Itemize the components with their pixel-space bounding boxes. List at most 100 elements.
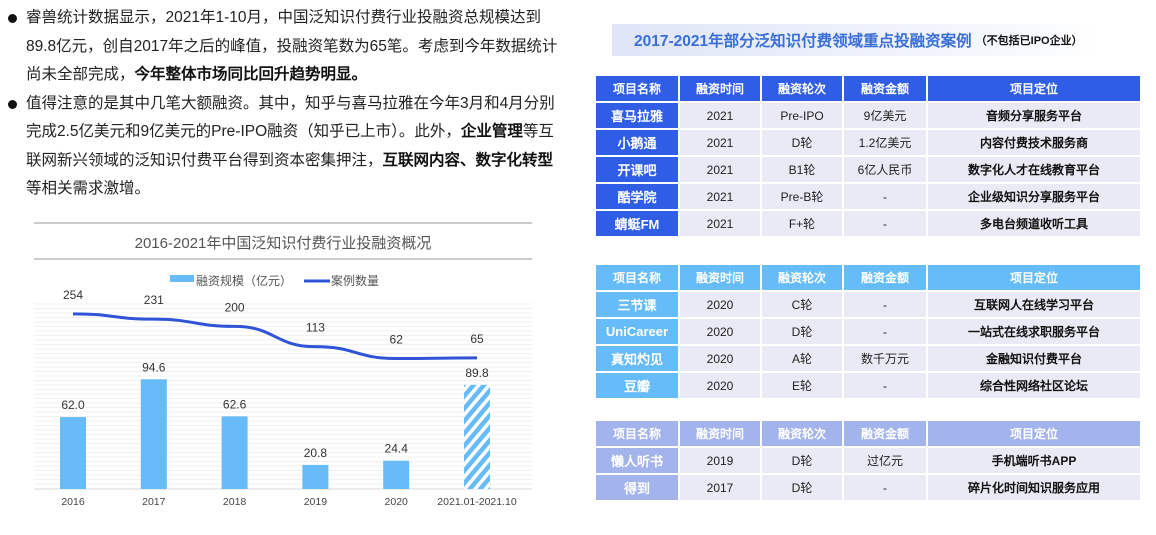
funding-year: 2021 <box>680 130 760 155</box>
column-header: 项目定位 <box>928 265 1140 290</box>
x-tick-label: 2021.01-2021.10 <box>437 496 517 508</box>
text: 等互联网新兴领域的泛知识付费平台得到资本密集押注， <box>26 123 554 169</box>
column-header: 融资金额 <box>844 265 926 290</box>
funding-amount: 数千万元 <box>844 346 926 371</box>
x-tick-label: 2016 <box>61 496 85 508</box>
project-name: 喜马拉雅 <box>596 103 678 128</box>
funding-amount: - <box>844 184 926 209</box>
bar <box>140 379 167 489</box>
funding-round: Pre-IPO <box>762 103 842 128</box>
project-name: 小鹅通 <box>596 130 678 155</box>
bold-text: 企业管理 <box>460 123 523 140</box>
funding-round: D轮 <box>762 475 842 500</box>
funding-round: Pre-B轮 <box>762 184 842 209</box>
funding-amount: - <box>844 319 926 344</box>
legend-bar-label: 融资规模（亿元） <box>196 273 292 288</box>
funding-round: B1轮 <box>762 157 842 182</box>
project-positioning: 手机端听书APP <box>928 448 1140 473</box>
funding-amount: 过亿元 <box>844 448 926 473</box>
column-header: 项目定位 <box>928 76 1140 101</box>
column-header: 项目名称 <box>596 76 678 101</box>
funding-amount: - <box>844 211 926 236</box>
bar <box>60 417 86 489</box>
funding-year: 2021 <box>680 157 760 182</box>
project-name: 开课吧 <box>596 157 678 182</box>
project-name: 蜻蜓FM <box>596 211 678 236</box>
banner-subtitle: （不包括已IPO企业） <box>975 35 1083 47</box>
funding-year: 2021 <box>680 103 760 128</box>
funding-year: 2020 <box>680 373 760 398</box>
bar <box>383 460 410 489</box>
funding-amount: - <box>844 292 926 317</box>
funding-year: 2017 <box>680 475 760 500</box>
column-header: 融资金额 <box>844 76 926 101</box>
funding-amount: 9亿美元 <box>844 103 926 128</box>
x-tick-label: 2017 <box>142 496 166 508</box>
bar-label: 24.4 <box>385 442 409 456</box>
bold-text: 今年整体市场同比回升趋势明显。 <box>134 66 368 83</box>
chart-title: 2016-2021年中国泛知识付费行业投融资概况 <box>135 235 432 252</box>
case-count-line <box>72 312 478 361</box>
project-name: 得到 <box>596 475 678 500</box>
table-row: 真知灼见 2020 A轮 数千万元 金融知识付费平台 <box>596 346 1140 371</box>
table-row: 三节课 2020 C轮 - 互联网人在线学习平台 <box>596 292 1140 317</box>
bar-label: 20.8 <box>304 446 328 460</box>
table-row: 喜马拉雅 2021 Pre-IPO 9亿美元 音频分享服务平台 <box>596 103 1140 128</box>
line-label: 200 <box>225 300 245 314</box>
table-row: 开课吧 2021 B1轮 6亿人民币 数字化人才在线教育平台 <box>596 157 1140 182</box>
bullet-item: 值得注意的是其中几笔大额融资。其中，知乎与喜马拉雅在今年3月和4月分别完成2.5… <box>6 90 566 204</box>
legend-bar-swatch <box>170 275 194 282</box>
funding-amount: - <box>844 373 926 398</box>
table-row: 酷学院 2021 Pre-B轮 - 企业级知识分享服务平台 <box>596 184 1140 209</box>
funding-year: 2021 <box>680 211 760 236</box>
bar-label: 62.0 <box>61 398 85 412</box>
x-tick-label: 2020 <box>385 496 409 508</box>
bar-label: 89.8 <box>465 366 489 380</box>
project-positioning: 互联网人在线学习平台 <box>928 292 1140 317</box>
column-header: 项目名称 <box>596 421 678 446</box>
funding-year: 2020 <box>680 292 760 317</box>
column-header: 融资时间 <box>680 76 760 101</box>
funding-year: 2020 <box>680 319 760 344</box>
bullet-list: 睿兽统计数据显示，2021年1-10月，中国泛知识付费行业投融资总规模达到89.… <box>6 4 566 204</box>
text: 睿兽统计数据显示，2021年1-10月，中国泛知识付费行业投融资总规模达到89.… <box>26 9 558 83</box>
project-positioning: 企业级知识分享服务平台 <box>928 184 1140 209</box>
project-name: 豆瓣 <box>596 373 678 398</box>
project-positioning: 碎片化时间知识服务应用 <box>928 475 1140 500</box>
funding-round: D轮 <box>762 319 842 344</box>
table-row: 小鹅通 2021 D轮 1.2亿美元 内容付费技术服务商 <box>596 130 1140 155</box>
funding-round: D轮 <box>762 448 842 473</box>
project-positioning: 内容付费技术服务商 <box>928 130 1140 155</box>
line-label: 62 <box>390 333 404 347</box>
bullet-dot-icon <box>8 99 17 109</box>
funding-amount: 1.2亿美元 <box>844 130 926 155</box>
line-label: 254 <box>63 288 83 302</box>
bar-label: 94.6 <box>142 360 166 374</box>
table-row: UniCareer 2020 D轮 - 一站式在线求职服务平台 <box>596 319 1140 344</box>
table-row: 得到 2017 D轮 - 碎片化时间知识服务应用 <box>596 475 1140 500</box>
funding-year: 2021 <box>680 184 760 209</box>
legend-line-label: 案例数量 <box>331 273 379 288</box>
project-positioning: 一站式在线求职服务平台 <box>928 319 1140 344</box>
table-row: 豆瓣 2020 E轮 - 综合性网络社区论坛 <box>596 373 1140 398</box>
line-label: 65 <box>470 332 484 346</box>
funding-round: C轮 <box>762 292 842 317</box>
x-tick-label: 2018 <box>223 496 247 508</box>
column-header: 融资金额 <box>844 421 926 446</box>
column-header: 融资轮次 <box>762 76 842 101</box>
funding-year: 2020 <box>680 346 760 371</box>
column-header: 项目名称 <box>596 265 678 290</box>
cases-table-2020: 项目名称 融资时间 融资轮次 融资金额 项目定位 三节课 2020 C轮 - 互联网人在线学习平台… <box>594 263 1142 400</box>
table-row: 蜻蜓FM 2021 F+轮 - 多电台频道收听工具 <box>596 211 1140 236</box>
column-header: 融资轮次 <box>762 421 842 446</box>
line-label: 231 <box>144 293 164 307</box>
funding-amount: - <box>844 475 926 500</box>
bullet-item: 睿兽统计数据显示，2021年1-10月，中国泛知识付费行业投融资总规模达到89.… <box>6 4 566 90</box>
funding-year: 2019 <box>680 448 760 473</box>
project-positioning: 音频分享服务平台 <box>928 103 1140 128</box>
bar <box>221 416 248 489</box>
project-name: 真知灼见 <box>596 346 678 371</box>
funding-round: A轮 <box>762 346 842 371</box>
bar <box>302 464 329 489</box>
